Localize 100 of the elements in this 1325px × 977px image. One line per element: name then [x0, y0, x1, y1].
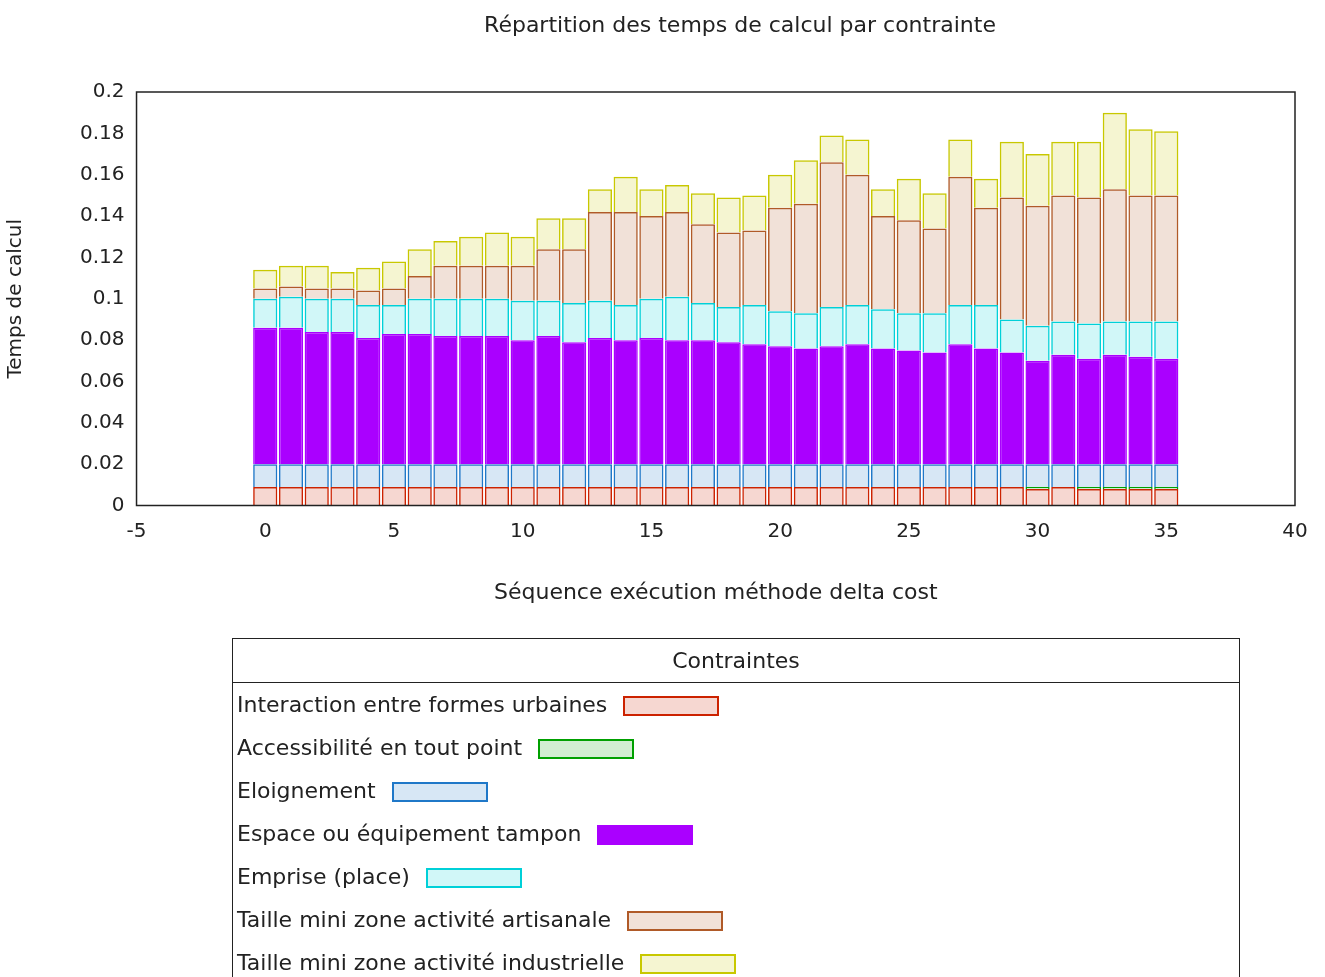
bar	[948, 305, 973, 345]
bar	[922, 464, 947, 487]
bar	[304, 464, 329, 487]
bar	[845, 464, 870, 487]
chart-title: Répartition des temps de calcul par contrainte	[483, 12, 997, 37]
legend-label: Emprise (place)	[237, 864, 410, 889]
bar	[639, 298, 664, 339]
bar	[1076, 489, 1102, 506]
bar	[613, 176, 638, 212]
bar	[356, 464, 381, 487]
bar	[999, 319, 1024, 353]
bar	[356, 305, 381, 339]
bar	[639, 464, 664, 487]
bar	[587, 464, 613, 487]
bar	[819, 486, 844, 506]
legend-label: Taille mini zone activité artisanale	[237, 907, 612, 932]
bar	[1128, 129, 1153, 196]
bar	[1076, 323, 1102, 359]
bar	[484, 464, 510, 487]
bar	[433, 265, 458, 299]
bar	[768, 464, 793, 487]
bar	[407, 298, 432, 334]
bar	[948, 176, 973, 305]
bar	[433, 298, 458, 337]
x-tick-label: 10	[509, 517, 536, 542]
bar	[330, 486, 355, 506]
bar	[1102, 464, 1127, 487]
bar	[407, 276, 432, 299]
bar	[948, 486, 973, 506]
bar	[278, 265, 304, 287]
bar	[999, 464, 1024, 487]
bar	[1051, 141, 1076, 196]
bar	[768, 207, 793, 312]
bar	[768, 311, 793, 347]
bar	[871, 464, 896, 487]
bar	[896, 220, 921, 314]
bar	[356, 290, 381, 305]
bar	[484, 486, 510, 506]
legend-label: Eloignement	[237, 778, 376, 803]
bar	[278, 286, 304, 297]
bar	[973, 305, 999, 349]
bar	[742, 305, 767, 345]
bar	[1128, 464, 1153, 487]
bar	[562, 249, 587, 303]
bar	[1076, 141, 1102, 198]
bar	[278, 464, 304, 487]
bar	[1128, 321, 1153, 357]
bar	[922, 193, 947, 229]
bar	[381, 288, 407, 305]
bar	[1051, 464, 1076, 487]
bar	[819, 162, 844, 308]
bar	[304, 265, 329, 289]
bar	[536, 486, 561, 506]
x-tick-label: 35	[1153, 517, 1180, 542]
bar	[999, 486, 1024, 506]
bar	[536, 249, 561, 301]
bar	[716, 232, 741, 308]
bar	[1154, 489, 1179, 506]
bar	[304, 486, 329, 506]
bar	[793, 160, 818, 204]
bar	[330, 298, 355, 332]
bar	[742, 486, 767, 506]
bar	[1025, 205, 1050, 326]
bar	[639, 216, 664, 299]
bar	[871, 486, 896, 506]
x-tick-label: -5	[126, 517, 147, 542]
y-tick-label: 0.14	[80, 202, 125, 227]
bar	[690, 302, 715, 341]
bar	[459, 236, 484, 266]
bar	[407, 486, 432, 506]
bar	[1102, 112, 1127, 190]
bar	[381, 305, 407, 334]
bar	[871, 216, 896, 310]
bar	[690, 224, 715, 303]
bar	[845, 139, 870, 175]
bar	[922, 228, 947, 314]
bar	[613, 211, 638, 305]
bar	[459, 265, 484, 299]
bar	[459, 464, 484, 487]
bar	[613, 464, 638, 487]
bar	[948, 139, 973, 177]
bar	[999, 141, 1024, 198]
bar	[587, 300, 613, 339]
x-tick-label: 30	[1024, 517, 1051, 542]
bar	[1051, 195, 1076, 322]
x-tick-label: 20	[767, 517, 793, 542]
bar	[716, 307, 741, 343]
bar	[665, 486, 690, 506]
bar	[356, 267, 381, 291]
y-tick-label: 0.06	[80, 367, 125, 392]
bar	[793, 464, 818, 487]
y-tick-label: 0.08	[80, 326, 125, 351]
bar	[562, 486, 587, 506]
bar	[819, 464, 844, 487]
y-tick-label: 0.18	[80, 119, 125, 144]
bar	[973, 486, 999, 506]
bar	[433, 464, 458, 487]
bar	[510, 265, 535, 301]
bar	[1154, 464, 1179, 487]
bar	[253, 298, 278, 328]
